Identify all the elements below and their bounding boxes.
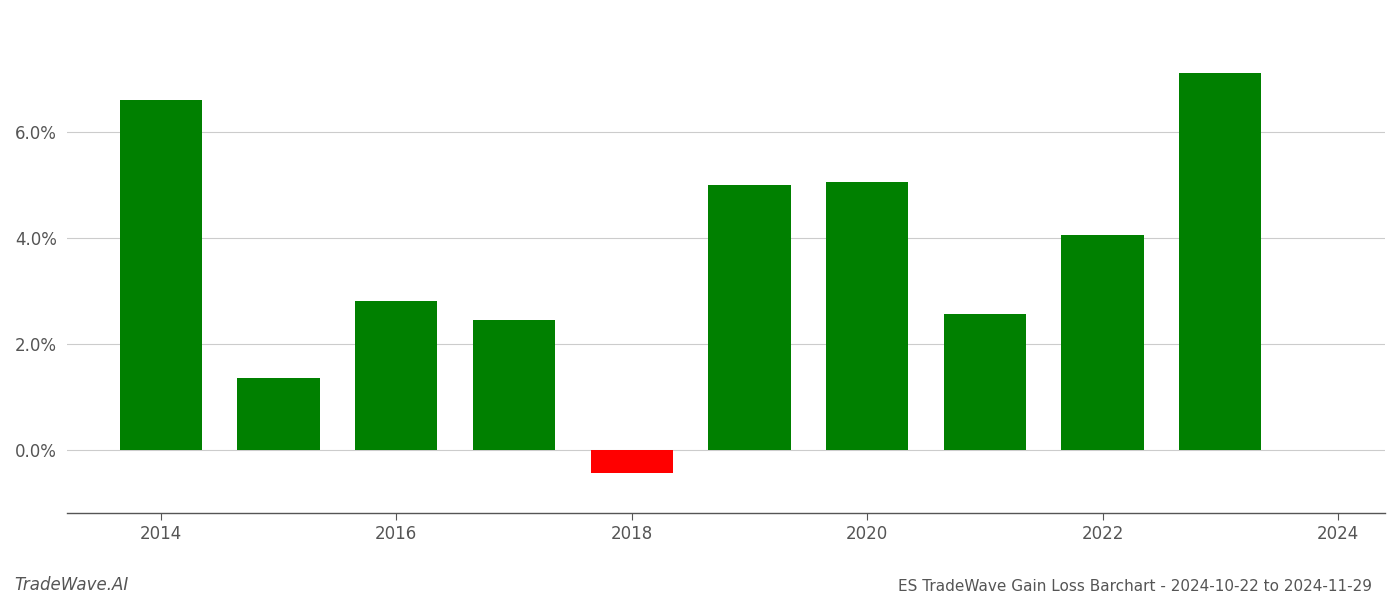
Bar [119, 100, 202, 449]
Bar [356, 301, 437, 449]
Bar [473, 320, 556, 449]
Bar [1179, 73, 1261, 449]
Text: ES TradeWave Gain Loss Barchart - 2024-10-22 to 2024-11-29: ES TradeWave Gain Loss Barchart - 2024-1… [897, 579, 1372, 594]
Bar [708, 185, 791, 449]
Bar [238, 378, 319, 449]
Bar [826, 182, 909, 449]
Bar [1061, 235, 1144, 449]
Text: TradeWave.AI: TradeWave.AI [14, 576, 129, 594]
Bar [591, 449, 673, 473]
Bar [944, 314, 1026, 449]
